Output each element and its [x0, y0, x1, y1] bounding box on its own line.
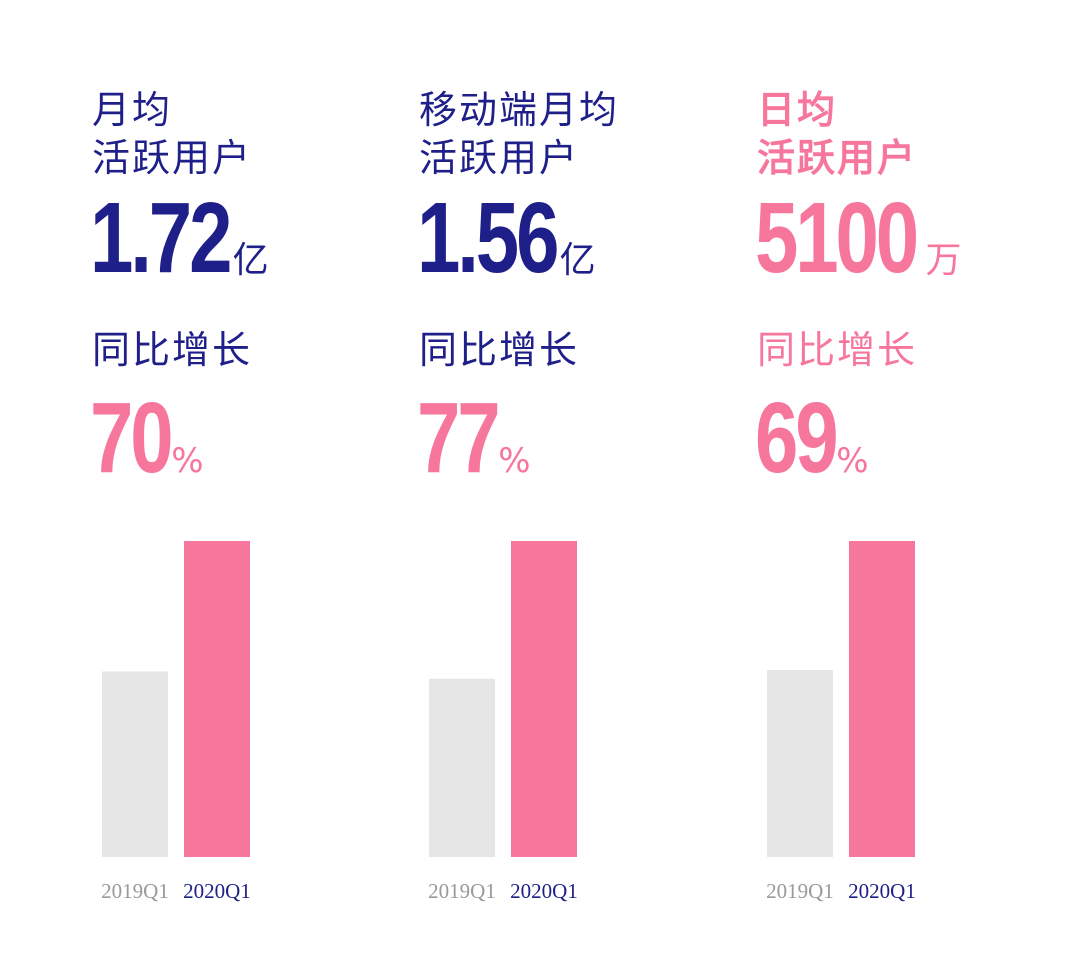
- panel-mobile-monthly-active-users: 移动端月均 活跃用户 1.56 亿 同比增长 77 % 2019Q1 2020Q1: [417, 0, 749, 974]
- growth-label: 同比增长: [757, 328, 918, 372]
- metric-number: 1.56: [417, 182, 559, 294]
- metric-value: 5100 万: [755, 188, 961, 288]
- bar-chart: 2019Q1 2020Q1: [766, 541, 916, 903]
- tick-label-2020Q1: 2020Q1: [848, 879, 916, 903]
- bar-chart: 2019Q1 2020Q1: [101, 541, 251, 903]
- growth-number: 77: [417, 382, 501, 494]
- growth-unit: %: [171, 441, 204, 481]
- panel-title: 月均 活跃用户: [92, 88, 253, 180]
- growth-label: 同比增长: [92, 328, 253, 372]
- tick-label-2019Q1: 2019Q1: [428, 879, 496, 903]
- metric-unit: 万: [925, 240, 962, 281]
- growth-value: 69 %: [755, 388, 869, 488]
- growth-number: 70: [90, 382, 174, 494]
- tick-label-2019Q1: 2019Q1: [101, 879, 169, 903]
- bar-2019Q1: [102, 671, 168, 857]
- metric-unit: 亿: [232, 240, 269, 281]
- metric-number: 1.72: [90, 182, 232, 294]
- growth-label: 同比增长: [419, 328, 580, 372]
- bar-2020Q1: [511, 541, 577, 857]
- bar-2019Q1: [429, 678, 495, 857]
- tick-label-2020Q1: 2020Q1: [183, 879, 251, 903]
- growth-unit: %: [498, 441, 531, 481]
- metric-unit: 亿: [559, 240, 596, 281]
- panel-title: 移动端月均 活跃用户: [419, 88, 620, 180]
- metric-value: 1.56 亿: [417, 188, 596, 288]
- bar-2020Q1: [849, 541, 915, 857]
- growth-unit: %: [836, 441, 869, 481]
- panel-monthly-active-users: 月均 活跃用户 1.72 亿 同比增长 70 % 2019Q1 2020Q1: [90, 0, 422, 974]
- tick-label-2019Q1: 2019Q1: [766, 879, 834, 903]
- growth-number: 69: [755, 382, 839, 494]
- bar-chart: 2019Q1 2020Q1: [428, 541, 578, 903]
- bar-2020Q1: [184, 541, 250, 857]
- growth-value: 70 %: [90, 388, 204, 488]
- growth-value: 77 %: [417, 388, 531, 488]
- bar-2019Q1: [767, 670, 833, 857]
- panel-title: 日均 活跃用户: [757, 88, 918, 180]
- metric-number: 5100: [755, 182, 919, 294]
- metric-value: 1.72 亿: [90, 188, 269, 288]
- panel-daily-active-users: 日均 活跃用户 5100 万 同比增长 69 % 2019Q1 2020Q1: [755, 0, 1080, 974]
- tick-label-2020Q1: 2020Q1: [510, 879, 578, 903]
